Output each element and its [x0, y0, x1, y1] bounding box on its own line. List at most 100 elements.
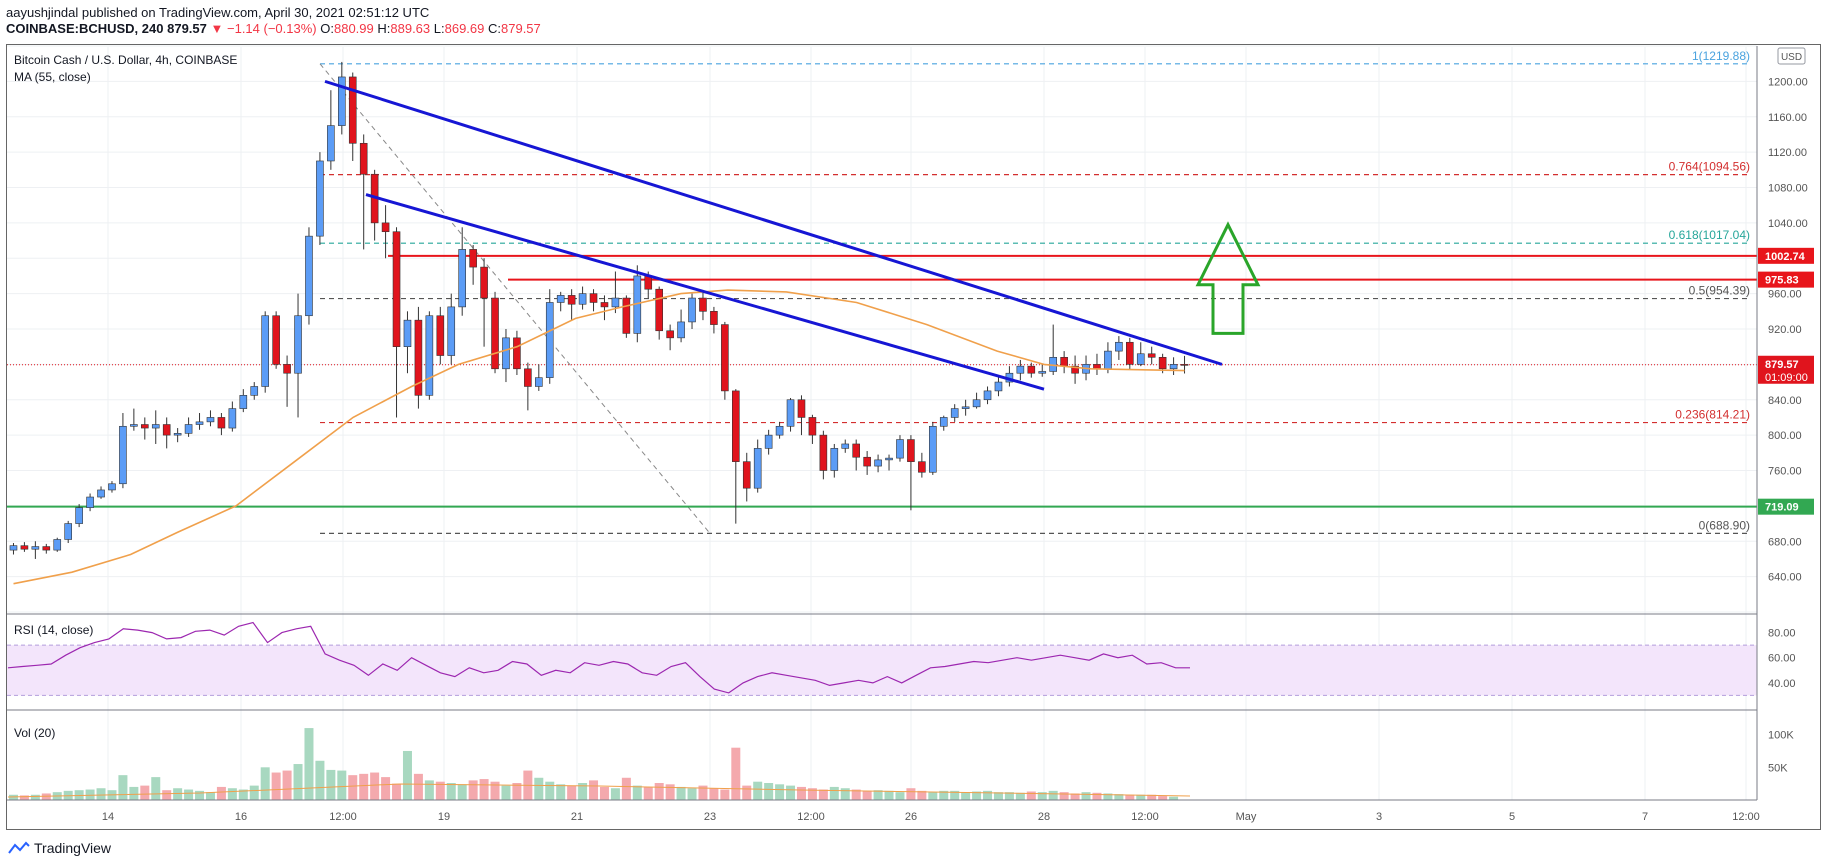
- candle-down: [436, 315, 445, 356]
- candle-down: [732, 390, 740, 462]
- y-tick-label: 680.00: [1768, 536, 1802, 548]
- candle-down: [710, 311, 718, 325]
- candle-up: [261, 315, 269, 387]
- volume-bar: [534, 777, 544, 800]
- candle-down: [491, 297, 499, 370]
- x-tick-label: 12:00: [1131, 811, 1159, 823]
- volume-bar: [818, 789, 828, 800]
- volume-bar: [118, 775, 128, 800]
- volume-bar: [348, 775, 358, 800]
- candle-down: [1126, 341, 1134, 365]
- volume-bar: [786, 785, 796, 800]
- author[interactable]: aayushjindal: [6, 5, 79, 20]
- candle-up: [874, 459, 882, 467]
- resistance-price-label: 1002.74: [1765, 251, 1806, 263]
- candle-up: [1104, 350, 1112, 370]
- fib-level-label: 0(688.90): [1699, 518, 1750, 532]
- currency-button[interactable]: [1777, 47, 1806, 65]
- volume-bar: [435, 781, 445, 800]
- volume-bar: [632, 785, 642, 800]
- candle-down: [469, 249, 477, 268]
- volume-bar: [654, 783, 664, 800]
- change-arrow-icon: ▼: [210, 21, 224, 36]
- candle-up: [31, 546, 40, 550]
- candle-up: [535, 377, 543, 387]
- x-tick-label: 23: [704, 811, 716, 823]
- candle-down: [918, 461, 926, 473]
- change: −1.14 (−0.13%): [227, 21, 317, 36]
- candle-down: [1180, 364, 1189, 366]
- volume-bar: [227, 788, 237, 800]
- volume-bar: [895, 792, 905, 800]
- candle-down: [381, 222, 390, 233]
- x-tick-label: 12:00: [797, 811, 825, 823]
- candle-up: [239, 395, 248, 409]
- candle-up: [677, 321, 685, 339]
- volume-bar: [884, 790, 894, 800]
- volume-bar: [501, 785, 511, 800]
- candle-up: [688, 297, 696, 323]
- volume-bar: [337, 770, 347, 800]
- currency-label: USD: [1781, 52, 1802, 63]
- volume-bar: [829, 786, 839, 800]
- fib-connector: [319, 63, 711, 534]
- high-value: 889.63: [390, 21, 431, 36]
- candle-down: [1071, 365, 1079, 374]
- volume-bar: [282, 770, 292, 800]
- candle-up: [425, 315, 434, 396]
- chart-frame: [6, 44, 1821, 830]
- volume-bar: [293, 764, 303, 800]
- volume-bar: [578, 783, 588, 800]
- candle-up: [338, 76, 346, 126]
- volume-bar: [709, 788, 719, 800]
- candle-up: [961, 406, 970, 409]
- volume-ma-line: [7, 783, 1191, 798]
- x-tick-label: 7: [1642, 811, 1648, 823]
- candle-down: [42, 546, 51, 551]
- candle-up: [173, 433, 182, 436]
- fib-level-label: 1(1219.88): [1692, 49, 1750, 63]
- candle-up: [1016, 365, 1025, 374]
- candle-up: [972, 399, 981, 408]
- volume-bar: [764, 783, 774, 800]
- candle-down: [721, 324, 729, 392]
- rsi-line: [7, 621, 1190, 694]
- volume-bar: [205, 792, 215, 800]
- volume-bar: [96, 788, 106, 800]
- volume-bar: [271, 772, 281, 800]
- last-price-tag: [1758, 355, 1814, 384]
- candle-down: [852, 443, 860, 458]
- candle-up: [184, 424, 193, 434]
- volume-bar: [1015, 792, 1025, 800]
- x-tick-label: 12:00: [329, 811, 357, 823]
- volume-bar: [424, 780, 434, 800]
- candle-up: [228, 408, 237, 429]
- volume-bar: [162, 790, 172, 800]
- candle-down: [797, 399, 806, 418]
- volume-bar: [195, 790, 205, 800]
- footer-brand[interactable]: TradingView: [8, 840, 111, 856]
- low-value: 869.69: [444, 21, 485, 36]
- volume-bar: [906, 788, 916, 800]
- rsi-legend: RSI (14, close): [14, 623, 93, 637]
- candle-up: [327, 125, 335, 162]
- volume-bar: [173, 788, 183, 800]
- candle-down: [666, 330, 674, 339]
- volume-bar: [216, 786, 226, 800]
- candle-up: [130, 424, 138, 427]
- candle-down: [141, 424, 149, 429]
- volume-bar: [993, 792, 1003, 800]
- close-value: 879.57: [501, 21, 541, 36]
- volume-bar: [1158, 796, 1168, 800]
- candle-down: [392, 231, 401, 347]
- volume-bar: [512, 783, 522, 800]
- volume-bar: [184, 789, 194, 800]
- volume-bar: [1103, 793, 1113, 800]
- volume-bar: [807, 788, 817, 800]
- x-tick-label: 16: [235, 811, 247, 823]
- volume-bar: [796, 786, 806, 800]
- candle-down: [20, 545, 29, 550]
- candle-up: [9, 545, 18, 551]
- candle-up: [753, 448, 762, 489]
